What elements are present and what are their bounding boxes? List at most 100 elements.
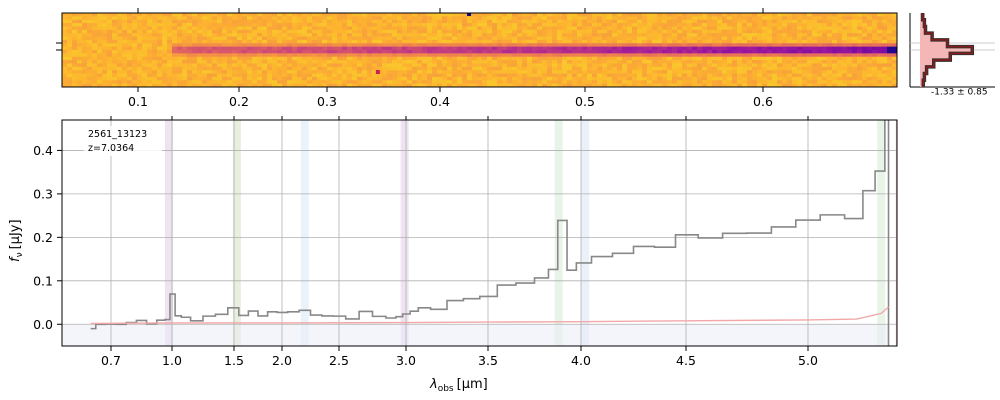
heatmap-cell bbox=[207, 29, 213, 34]
heatmap-cell bbox=[512, 36, 518, 41]
heatmap-cell bbox=[887, 50, 893, 54]
heatmap-cell bbox=[637, 29, 643, 34]
heatmap-cell bbox=[492, 70, 498, 75]
heatmap-cell bbox=[857, 43, 863, 48]
heatmap-cell bbox=[822, 73, 828, 78]
heatmap-cell bbox=[112, 39, 118, 44]
heatmap-cell bbox=[287, 19, 293, 24]
heatmap-cell bbox=[602, 50, 608, 54]
heatmap-cell bbox=[172, 16, 178, 21]
heatmap-cell bbox=[537, 39, 543, 44]
heatmap-cell bbox=[797, 33, 803, 38]
heatmap-cell bbox=[142, 70, 148, 75]
heatmap-cell bbox=[347, 83, 353, 87]
heatmap-cell bbox=[367, 13, 373, 17]
heatmap-cell bbox=[252, 63, 258, 68]
heatmap-cell bbox=[282, 70, 288, 75]
heatmap-cell bbox=[162, 43, 168, 48]
heatmap-cell bbox=[597, 43, 603, 48]
heatmap-cell bbox=[717, 76, 723, 81]
heatmap-cell bbox=[862, 36, 868, 41]
x-tick-label: 3.0 bbox=[396, 353, 416, 368]
heatmap-cell bbox=[527, 53, 533, 58]
heatmap-cell bbox=[292, 29, 298, 34]
heatmap-cell bbox=[152, 56, 158, 61]
heatmap-cell bbox=[852, 29, 858, 34]
heatmap-cell bbox=[232, 66, 238, 71]
heatmap-cell bbox=[647, 56, 653, 61]
heatmap-cell bbox=[762, 66, 768, 71]
heatmap-cell bbox=[867, 66, 873, 71]
heatmap-cell bbox=[862, 73, 868, 78]
heatmap-cell bbox=[67, 66, 73, 71]
heatmap-cell bbox=[892, 66, 897, 71]
heatmap-cell bbox=[367, 46, 373, 51]
heatmap-cell bbox=[607, 13, 613, 17]
heatmap-cell bbox=[142, 80, 148, 85]
heatmap-cell bbox=[632, 73, 638, 78]
heatmap-cell bbox=[237, 33, 243, 38]
heatmap-cell bbox=[312, 13, 318, 17]
heatmap-cell bbox=[312, 66, 318, 71]
heatmap-cell bbox=[697, 16, 703, 21]
heatmap-cell bbox=[387, 60, 393, 64]
heatmap-cell bbox=[692, 46, 698, 51]
heatmap-cell bbox=[77, 63, 83, 68]
heatmap-cell bbox=[777, 26, 783, 31]
heatmap-cell bbox=[387, 56, 393, 61]
heatmap-cell bbox=[237, 50, 243, 54]
heatmap-cell bbox=[327, 73, 333, 78]
heatmap-cell bbox=[707, 66, 713, 71]
heatmap-cell bbox=[67, 56, 73, 61]
heatmap-cell bbox=[67, 43, 73, 48]
heatmap-cell bbox=[642, 33, 648, 38]
heatmap-cell bbox=[137, 53, 143, 58]
heatmap-cell bbox=[62, 70, 68, 75]
heatmap-cell bbox=[867, 80, 873, 85]
heatmap-cell bbox=[612, 83, 618, 87]
heatmap-cell bbox=[552, 63, 558, 68]
heatmap-cell bbox=[162, 23, 168, 27]
heatmap-cell bbox=[527, 56, 533, 61]
heatmap-cell bbox=[237, 80, 243, 85]
heatmap-cell bbox=[332, 33, 338, 38]
heatmap-cell bbox=[487, 83, 493, 87]
heatmap-cell bbox=[617, 43, 623, 48]
heatmap-cell bbox=[522, 63, 528, 68]
heatmap-cell bbox=[747, 50, 753, 54]
heatmap-cell bbox=[82, 83, 88, 87]
heatmap-cell bbox=[817, 26, 823, 31]
heatmap-cell bbox=[577, 36, 583, 41]
heatmap-cell bbox=[622, 50, 628, 54]
heatmap-cell bbox=[102, 83, 108, 87]
heatmap-cell bbox=[662, 50, 668, 54]
heatmap-cell bbox=[542, 43, 548, 48]
heatmap-cell bbox=[502, 39, 508, 44]
heatmap-cell bbox=[432, 39, 438, 44]
heatmap-cell bbox=[172, 70, 178, 75]
heatmap-cell bbox=[672, 13, 678, 17]
heatmap-cell bbox=[607, 53, 613, 58]
heatmap-cell bbox=[122, 26, 128, 31]
heatmap-cell bbox=[222, 76, 228, 81]
heatmap-cell bbox=[137, 70, 143, 75]
heatmap-cell bbox=[867, 63, 873, 68]
heatmap-cell bbox=[162, 33, 168, 38]
heatmap-cell bbox=[532, 23, 538, 27]
heatmap-cell bbox=[367, 36, 373, 41]
heatmap-cell bbox=[112, 36, 118, 41]
heatmap-cell bbox=[177, 66, 183, 71]
heatmap-cell bbox=[267, 63, 273, 68]
heatmap-cell bbox=[337, 76, 343, 81]
heatmap-cell bbox=[467, 53, 473, 58]
heatmap-cell bbox=[567, 53, 573, 58]
heatmap-cell bbox=[127, 56, 133, 61]
heatmap-cell bbox=[572, 56, 578, 61]
heatmap-cell bbox=[537, 73, 543, 78]
heatmap-cell bbox=[337, 73, 343, 78]
heatmap-cell bbox=[517, 23, 523, 27]
heatmap-cell bbox=[572, 43, 578, 48]
heatmap-cell bbox=[607, 46, 613, 51]
heatmap-cell bbox=[72, 39, 78, 44]
heatmap-cell bbox=[117, 73, 123, 78]
